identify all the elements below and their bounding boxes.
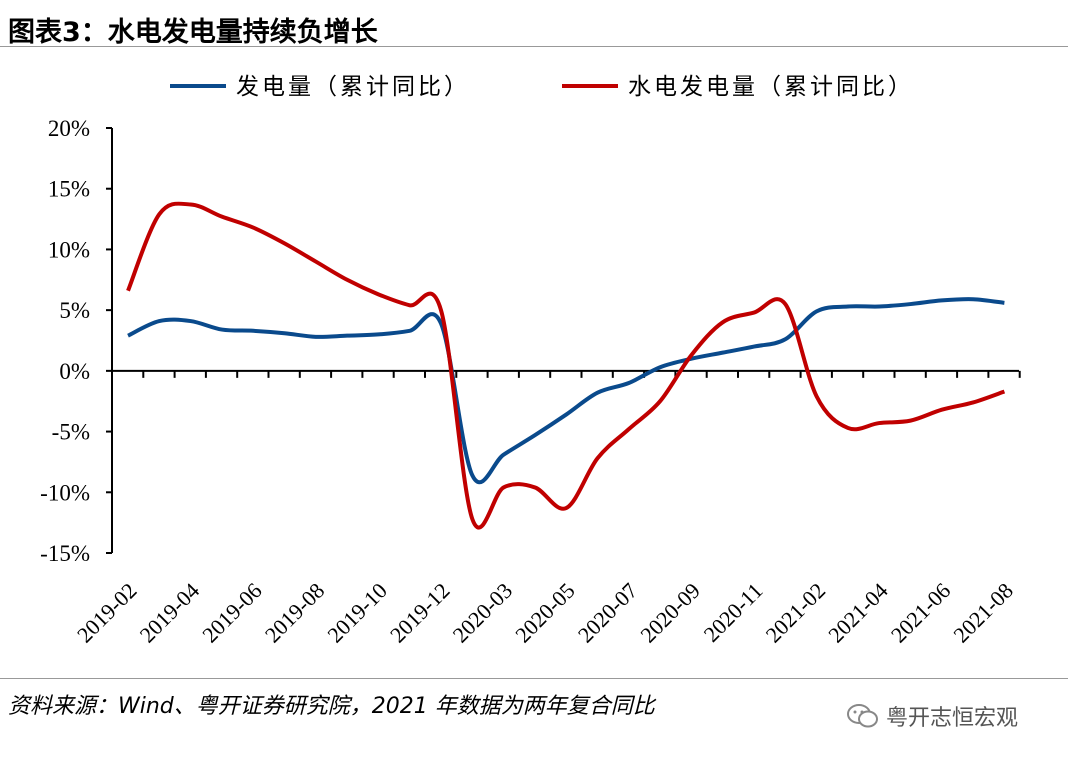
title-divider — [0, 46, 1068, 47]
x-tick-label: 2021-04 — [823, 578, 893, 648]
source-note: 资料来源：Wind、粤开证券研究院，2021 年数据为两年复合同比 — [8, 694, 655, 719]
y-tick-label: -10% — [40, 480, 90, 505]
series-line-1 — [126, 201, 1006, 530]
y-tick-label: 10% — [48, 237, 90, 262]
chart-title: 图表3：水电发电量持续负增长 — [8, 17, 378, 48]
footer-divider — [0, 678, 1068, 679]
y-tick-label: -15% — [40, 541, 90, 566]
y-tick-label: -5% — [52, 420, 90, 445]
x-tick-label: 2020-09 — [635, 578, 705, 648]
x-tick-label: 2019-12 — [385, 578, 455, 648]
x-tick-label: 2020-11 — [699, 578, 768, 647]
watermark: 粤开志恒宏观 — [846, 700, 1018, 732]
x-tick-label: 2021-02 — [761, 578, 831, 648]
y-tick-label: 15% — [48, 177, 90, 202]
x-tick-label: 2020-03 — [448, 578, 518, 648]
series-line-0 — [127, 297, 1005, 485]
y-tick-label: 20% — [48, 116, 90, 141]
line-chart: 20%15%10%5%0%-5%-10%-15%2019-022019-0420… — [40, 74, 1021, 648]
watermark-text: 粤开志恒宏观 — [886, 706, 1019, 731]
y-tick-label: 5% — [59, 298, 90, 323]
wechat-icon — [847, 704, 878, 728]
legend-label: 水电发电量（累计同比） — [628, 74, 914, 100]
x-tick-label: 2021-06 — [886, 578, 956, 648]
x-tick-label: 2020-05 — [510, 578, 580, 648]
x-tick-label: 2020-07 — [573, 578, 643, 648]
y-tick-label: 0% — [59, 359, 90, 384]
x-tick-label: 2019-02 — [72, 578, 142, 648]
x-tick-label: 2021-08 — [948, 578, 1018, 648]
x-tick-label: 2019-06 — [197, 578, 267, 648]
legend-label: 发电量（累计同比） — [236, 74, 470, 100]
x-tick-label: 2019-08 — [260, 578, 330, 648]
x-tick-label: 2019-04 — [135, 578, 205, 648]
x-tick-label: 2019-10 — [322, 578, 392, 648]
